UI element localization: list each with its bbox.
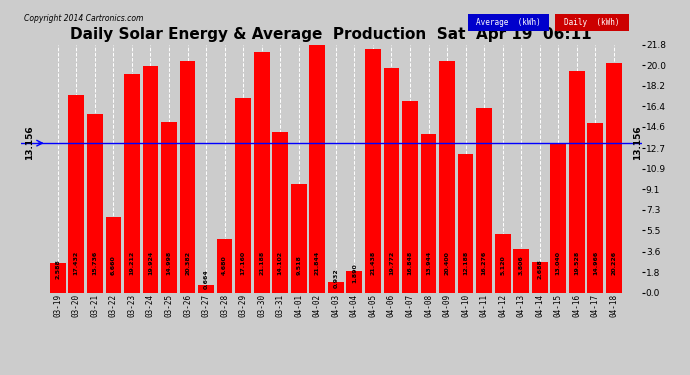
Bar: [551, 144, 566, 292]
Bar: [532, 262, 548, 292]
Bar: [87, 114, 103, 292]
Text: 19.924: 19.924: [148, 251, 153, 276]
Text: 21.188: 21.188: [259, 251, 264, 276]
Bar: [291, 184, 306, 292]
Text: 19.772: 19.772: [389, 251, 394, 276]
Bar: [439, 61, 455, 292]
Text: 0.664: 0.664: [204, 269, 208, 289]
Text: 13.040: 13.040: [555, 252, 561, 276]
Text: 17.432: 17.432: [74, 251, 79, 276]
Bar: [328, 282, 344, 292]
Bar: [495, 234, 511, 292]
Bar: [402, 101, 418, 292]
Text: 1.890: 1.890: [352, 263, 357, 283]
Bar: [587, 123, 603, 292]
Bar: [124, 74, 140, 292]
Bar: [457, 154, 473, 292]
Bar: [198, 285, 214, 292]
Text: 21.844: 21.844: [315, 251, 319, 276]
Text: 0.932: 0.932: [333, 268, 338, 288]
Bar: [569, 71, 584, 292]
Title: Daily Solar Energy & Average  Production  Sat  Apr 19  06:11: Daily Solar Energy & Average Production …: [70, 27, 592, 42]
Bar: [513, 249, 529, 292]
Text: 16.276: 16.276: [482, 251, 486, 276]
Text: 4.680: 4.680: [222, 256, 227, 276]
Bar: [384, 68, 400, 292]
Bar: [50, 263, 66, 292]
Text: 2.688: 2.688: [538, 259, 542, 279]
Text: 5.120: 5.120: [500, 256, 505, 276]
Bar: [106, 217, 121, 292]
Text: 17.160: 17.160: [241, 251, 246, 276]
Bar: [346, 271, 362, 292]
Text: 15.736: 15.736: [92, 251, 97, 276]
Bar: [235, 98, 251, 292]
Bar: [254, 52, 270, 292]
Text: 12.188: 12.188: [463, 251, 468, 276]
FancyBboxPatch shape: [555, 14, 629, 32]
Bar: [273, 132, 288, 292]
Text: 13.944: 13.944: [426, 251, 431, 276]
Bar: [217, 239, 233, 292]
Text: 13.156: 13.156: [26, 126, 34, 160]
Text: Daily  (kWh): Daily (kWh): [564, 18, 620, 27]
Text: Copyright 2014 Cartronics.com: Copyright 2014 Cartronics.com: [24, 14, 144, 23]
Text: 14.998: 14.998: [166, 251, 172, 276]
Text: 9.518: 9.518: [296, 256, 302, 276]
Bar: [161, 122, 177, 292]
Bar: [179, 61, 195, 292]
Text: 20.226: 20.226: [611, 251, 616, 276]
FancyBboxPatch shape: [468, 14, 549, 32]
Text: 19.528: 19.528: [574, 251, 580, 276]
Text: 20.400: 20.400: [444, 252, 450, 276]
Text: 19.212: 19.212: [130, 251, 135, 276]
Bar: [606, 63, 622, 292]
Text: 13.156: 13.156: [633, 126, 642, 160]
Text: 16.848: 16.848: [408, 251, 413, 276]
Text: 6.660: 6.660: [111, 256, 116, 276]
Text: 3.806: 3.806: [519, 256, 524, 276]
Bar: [421, 134, 436, 292]
Bar: [309, 45, 325, 292]
Text: 20.382: 20.382: [185, 251, 190, 276]
Text: Average  (kWh): Average (kWh): [476, 18, 540, 27]
Bar: [143, 66, 158, 292]
Text: 21.438: 21.438: [371, 251, 375, 276]
Text: 2.588: 2.588: [55, 260, 60, 279]
Text: 14.102: 14.102: [277, 251, 283, 276]
Text: 14.966: 14.966: [593, 251, 598, 276]
Bar: [365, 49, 381, 292]
Bar: [68, 94, 84, 292]
Bar: [476, 108, 492, 292]
